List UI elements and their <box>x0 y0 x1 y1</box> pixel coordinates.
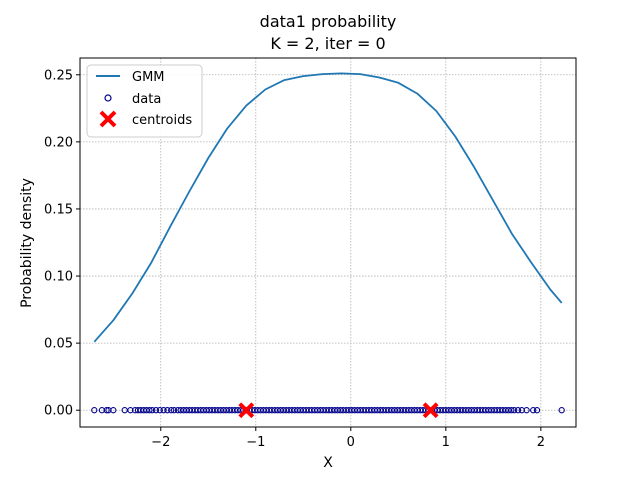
legend-label-gmm: GMM <box>132 70 165 85</box>
y-axis-label: Probability density <box>19 178 35 308</box>
x-tick-label: 2 <box>537 435 545 450</box>
legend-label-centroids: centroids <box>132 113 192 128</box>
legend: GMM data centroids <box>86 64 203 138</box>
data-point <box>514 407 522 414</box>
data-point <box>110 407 117 414</box>
data-point <box>164 407 171 414</box>
data-point <box>533 407 541 414</box>
data-point <box>149 407 156 414</box>
legend-centroid-swatch <box>99 110 117 128</box>
data-point <box>152 407 160 414</box>
data-point <box>523 407 530 414</box>
plot-frame <box>79 57 577 428</box>
legend-scatter-swatch <box>104 94 112 102</box>
y-tick-label: 0.00 <box>44 404 73 419</box>
data-point <box>530 407 537 414</box>
x-tick-label: 0 <box>347 435 355 450</box>
x-tick-label: −2 <box>151 435 170 450</box>
axis-ticks: −2 −1 0 1 2 0.00 0.05 0.10 0.15 0.20 0.25 <box>44 68 545 450</box>
plot-series <box>91 72 565 419</box>
data-point <box>511 407 518 414</box>
chart-subtitle: K = 2, iter = 0 <box>270 34 385 53</box>
y-tick-label: 0.15 <box>44 202 73 217</box>
data-point <box>558 407 565 414</box>
legend-label-data: data <box>132 92 161 107</box>
x-tick-label: −1 <box>246 435 265 450</box>
data-point <box>160 407 167 414</box>
x-axis-label: X <box>323 455 333 471</box>
data-point <box>170 407 178 414</box>
y-tick-label: 0.10 <box>44 270 73 285</box>
data-point <box>103 407 110 414</box>
data-point <box>146 407 153 414</box>
gmm-curve <box>93 72 563 343</box>
data-point <box>168 407 175 414</box>
y-tick-label: 0.25 <box>44 68 73 83</box>
y-tick-label: 0.20 <box>44 135 73 150</box>
data-point <box>508 407 515 414</box>
data-point <box>91 407 98 414</box>
legend-box <box>86 64 203 138</box>
data-point <box>156 407 163 414</box>
y-tick-label: 0.05 <box>44 337 73 352</box>
data-point <box>320 407 327 414</box>
centroid-marker <box>238 402 255 419</box>
x-tick-label: 1 <box>442 435 450 450</box>
centroid-marker <box>422 402 439 419</box>
chart-title: data1 probability <box>260 12 397 31</box>
